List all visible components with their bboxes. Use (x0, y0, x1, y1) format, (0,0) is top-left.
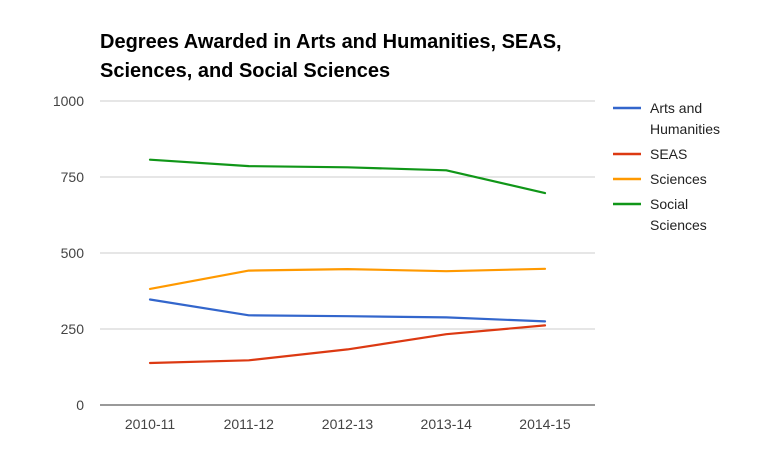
x-tick-label: 2011-12 (224, 416, 275, 432)
chart-title-line-1: Degrees Awarded in Arts and Humanities, … (100, 31, 562, 53)
y-tick-label: 0 (76, 397, 84, 413)
x-tick-label: 2012-13 (322, 416, 374, 432)
y-tick-label: 250 (61, 321, 85, 337)
y-tick-label: 750 (61, 169, 85, 185)
legend: Arts and Humanities SEAS Sciences Social Scie… (613, 100, 720, 233)
series-line-sciences (148, 267, 547, 290)
legend-label: Sciences (650, 171, 707, 187)
y-axis-ticks: 0 250 500 750 1000 (53, 93, 84, 413)
legend-item-sciences: Sciences (613, 171, 707, 187)
legend-item-arts-and-humanities: Arts and Humanities (613, 100, 720, 137)
legend-label: Sciences (650, 217, 707, 233)
series-line-social-sciences (148, 158, 547, 195)
legend-item-seas: SEAS (613, 146, 687, 162)
series-line-seas (148, 324, 547, 365)
y-tick-label: 500 (61, 245, 85, 261)
legend-label: Arts and (650, 100, 702, 116)
gridlines (100, 100, 595, 330)
legend-label: Social (650, 196, 688, 212)
y-tick-label: 1000 (53, 93, 84, 109)
series-line-arts-and-humanities (148, 298, 547, 323)
x-tick-label: 2014-15 (519, 416, 571, 432)
legend-item-social-sciences: Social Sciences (613, 196, 707, 233)
x-tick-label: 2013-14 (421, 416, 473, 432)
x-tick-label: 2010-11 (125, 416, 176, 432)
series-lines (148, 158, 547, 365)
chart-title-line-2: Sciences, and Social Sciences (100, 60, 390, 82)
x-axis-ticks: 2010-11 2011-12 2012-13 2013-14 2014-15 (125, 416, 571, 432)
legend-label: SEAS (650, 146, 687, 162)
legend-label: Humanities (650, 121, 720, 137)
